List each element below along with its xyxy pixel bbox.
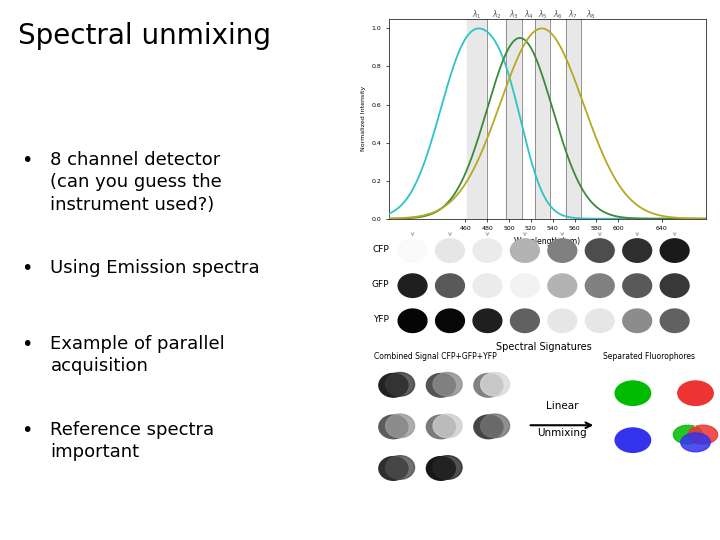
Ellipse shape: [474, 374, 503, 397]
Text: Unmixing: Unmixing: [537, 428, 587, 438]
Ellipse shape: [398, 309, 427, 333]
Text: •: •: [22, 259, 33, 278]
Text: $\lambda_7$: $\lambda_7$: [376, 451, 384, 460]
Text: 8 channel detector
(can you guess the
instrument used?): 8 channel detector (can you guess the in…: [50, 151, 222, 214]
Ellipse shape: [436, 309, 464, 333]
Ellipse shape: [436, 274, 464, 298]
Ellipse shape: [473, 309, 502, 333]
Text: Spectral Signatures: Spectral Signatures: [497, 342, 592, 352]
X-axis label: Wavelength (nm): Wavelength (nm): [514, 237, 580, 246]
Text: $\lambda_8$: $\lambda_8$: [586, 8, 596, 21]
Bar: [566, 19, 581, 219]
Bar: [535, 19, 551, 219]
Ellipse shape: [433, 456, 462, 480]
Ellipse shape: [660, 239, 689, 262]
Text: Overlay: Overlay: [668, 417, 698, 427]
Ellipse shape: [379, 415, 408, 438]
Ellipse shape: [510, 309, 539, 333]
Ellipse shape: [673, 425, 703, 444]
Y-axis label: Normalized Intensity: Normalized Intensity: [361, 86, 366, 151]
Text: $\lambda_8$: $\lambda_8$: [423, 451, 432, 460]
Ellipse shape: [386, 414, 415, 438]
Ellipse shape: [473, 274, 502, 298]
Text: $\lambda_4$: $\lambda_4$: [376, 409, 384, 418]
Ellipse shape: [678, 381, 714, 406]
Ellipse shape: [426, 415, 456, 438]
Text: •: •: [22, 335, 33, 354]
Ellipse shape: [398, 239, 427, 262]
Ellipse shape: [585, 239, 614, 262]
Ellipse shape: [433, 414, 462, 438]
Ellipse shape: [379, 374, 408, 397]
Text: Spectral unmixing: Spectral unmixing: [18, 22, 271, 50]
Text: $\lambda_2$: $\lambda_2$: [492, 8, 501, 21]
Ellipse shape: [379, 457, 408, 480]
Text: Reference spectra
important: Reference spectra important: [50, 421, 215, 461]
Bar: [467, 19, 487, 219]
Text: Example of parallel
acquisition: Example of parallel acquisition: [50, 335, 225, 375]
Text: $\lambda_5$: $\lambda_5$: [538, 8, 548, 21]
Bar: [581, 19, 600, 219]
Text: Separated Fluorophores: Separated Fluorophores: [603, 352, 696, 361]
Ellipse shape: [548, 239, 577, 262]
Text: $\lambda_1$: $\lambda_1$: [472, 8, 482, 21]
Ellipse shape: [398, 274, 427, 298]
Text: $\lambda_3$: $\lambda_3$: [509, 8, 519, 21]
Ellipse shape: [548, 309, 577, 333]
Ellipse shape: [688, 425, 718, 444]
Bar: [487, 19, 505, 219]
Text: GFP: GFP: [372, 280, 389, 289]
Ellipse shape: [615, 428, 651, 453]
Bar: [551, 19, 566, 219]
Text: Linear: Linear: [546, 401, 578, 411]
Bar: [505, 19, 522, 219]
Text: $\lambda_7$: $\lambda_7$: [569, 8, 578, 21]
Ellipse shape: [510, 239, 539, 262]
Text: $\lambda_6$: $\lambda_6$: [471, 409, 480, 418]
Ellipse shape: [426, 457, 456, 480]
Text: $\lambda_2$: $\lambda_2$: [423, 368, 432, 377]
Ellipse shape: [426, 374, 456, 397]
Ellipse shape: [623, 239, 652, 262]
Text: CFP: CFP: [606, 370, 620, 380]
Ellipse shape: [481, 373, 510, 396]
Ellipse shape: [433, 373, 462, 396]
Text: Using Emission spectra: Using Emission spectra: [50, 259, 260, 277]
Text: YFP: YFP: [373, 315, 389, 325]
Ellipse shape: [473, 239, 502, 262]
Ellipse shape: [615, 381, 651, 406]
Ellipse shape: [660, 309, 689, 333]
Text: GFP: GFP: [668, 370, 683, 380]
Ellipse shape: [623, 274, 652, 298]
Text: CFP: CFP: [372, 245, 389, 254]
Text: Combined Signal CFP+GFP+YFP: Combined Signal CFP+GFP+YFP: [374, 352, 497, 361]
Ellipse shape: [481, 414, 510, 438]
Text: •: •: [22, 151, 33, 170]
Text: $\lambda_4$: $\lambda_4$: [523, 8, 534, 21]
Ellipse shape: [681, 433, 710, 452]
Text: $\lambda_5$: $\lambda_5$: [423, 409, 432, 418]
Text: YFP: YFP: [606, 417, 619, 427]
Text: $\lambda_6$: $\lambda_6$: [553, 8, 563, 21]
Text: •: •: [22, 421, 33, 440]
Ellipse shape: [660, 274, 689, 298]
Ellipse shape: [474, 415, 503, 438]
Ellipse shape: [623, 309, 652, 333]
Text: $\lambda_1$: $\lambda_1$: [376, 368, 384, 377]
Ellipse shape: [548, 274, 577, 298]
Ellipse shape: [386, 373, 415, 396]
Text: $\lambda_3$: $\lambda_3$: [471, 368, 480, 377]
Ellipse shape: [436, 239, 464, 262]
Ellipse shape: [386, 456, 415, 480]
Ellipse shape: [585, 309, 614, 333]
Ellipse shape: [510, 274, 539, 298]
Ellipse shape: [585, 274, 614, 298]
Bar: [522, 19, 535, 219]
